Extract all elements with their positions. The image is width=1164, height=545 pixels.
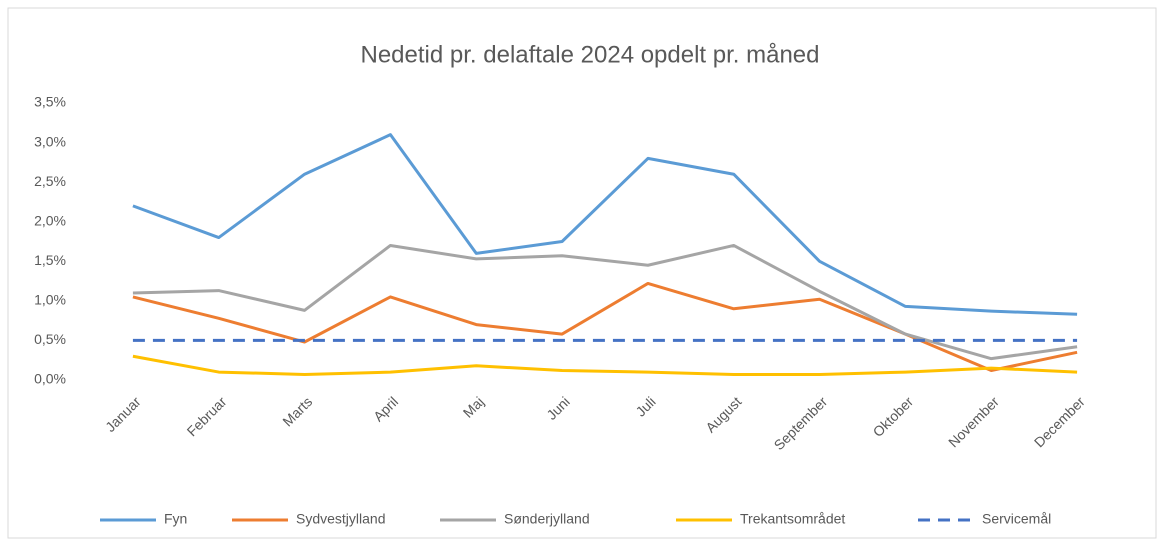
y-tick-label: 3,0% [34,133,66,149]
series-line [132,354,1078,376]
series-line [132,243,1078,361]
y-tick-label: 1,0% [34,292,66,308]
chart-border [7,7,1157,539]
legend-label: Trekantsområdet [740,511,845,527]
chart-title: Nedetid pr. delaftale 2024 opdelt pr. må… [361,41,820,68]
y-tick-label: 1,5% [34,252,66,268]
legend-label: Servicemål [982,511,1051,527]
series-line [132,133,1078,316]
legend-label: Sydvestjylland [296,511,386,527]
y-tick-label: 2,0% [34,212,66,228]
y-tick-label: 0,0% [34,371,66,387]
y-tick-label: 0,5% [34,331,66,347]
y-tick-label: 2,5% [34,173,66,189]
legend-label: Fyn [164,511,187,527]
y-tick-label: 3,5% [34,94,66,110]
legend-label: Sønderjylland [504,511,590,527]
